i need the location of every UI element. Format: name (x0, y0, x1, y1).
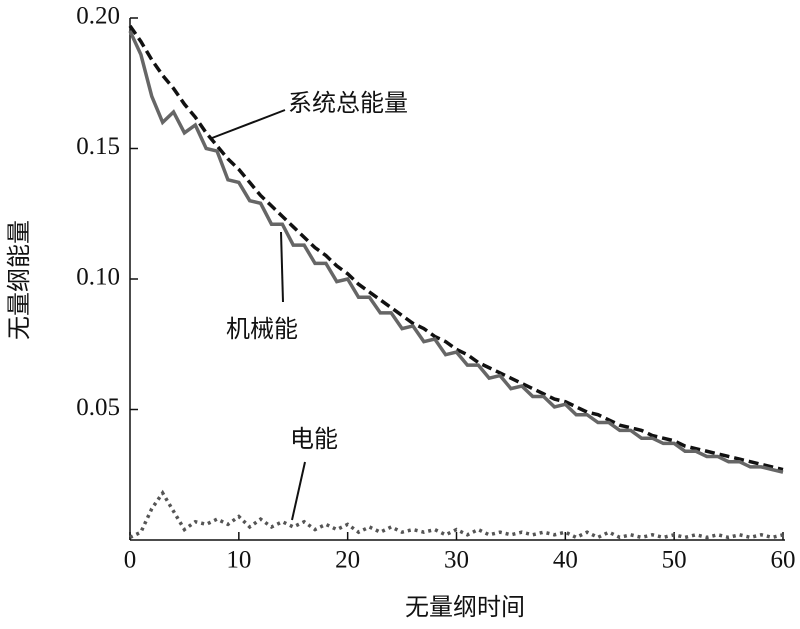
leader-line (211, 109, 286, 139)
x-tick-label: 10 (226, 547, 251, 574)
y-axis-label: 无量纲能量 (5, 220, 33, 340)
x-tick-label: 0 (124, 547, 137, 574)
series-line (128, 30, 784, 474)
annotation: 机械能 (226, 315, 298, 343)
x-tick-label: 60 (771, 547, 796, 574)
y-tick-label: 0.10 (76, 264, 120, 291)
x-tick-label: 20 (335, 547, 360, 574)
leader-line (280, 231, 284, 303)
leader-line (291, 461, 306, 521)
y-tick-label: 0.15 (76, 133, 120, 160)
x-axis-label: 无量纲时间 (405, 593, 525, 621)
annotation: 系统总能量 (288, 89, 408, 117)
annotation: 电能 (290, 425, 338, 453)
x-tick-label: 50 (662, 547, 687, 574)
x-tick-label: 30 (444, 547, 469, 574)
series-line (128, 24, 784, 472)
y-tick-label: 0.20 (76, 3, 120, 30)
y-tick-label: 0.05 (76, 394, 120, 421)
x-tick-label: 40 (553, 547, 578, 574)
series-line (129, 489, 784, 540)
